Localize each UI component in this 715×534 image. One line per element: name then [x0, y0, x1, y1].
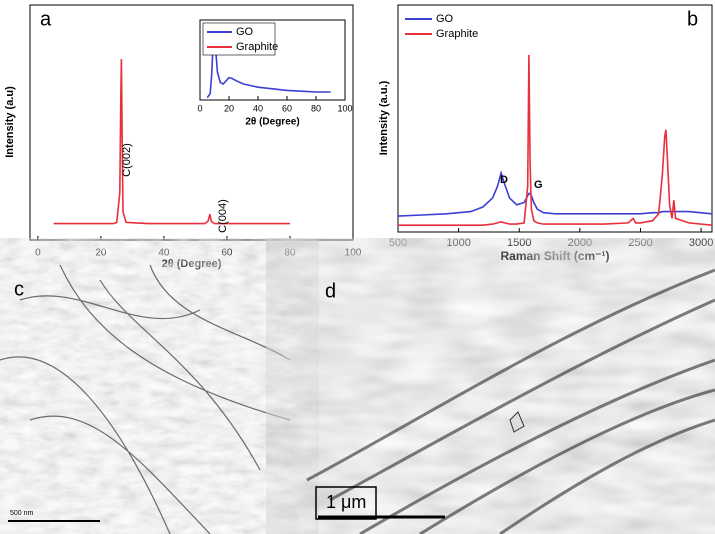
x-axis-label: Raman Shift (cm⁻¹) — [500, 249, 609, 263]
x-axis-label: 2θ (Degree) — [245, 117, 299, 128]
x-tick-label: 20 — [224, 103, 234, 113]
x-tick-label: 0 — [197, 103, 202, 113]
legend-label: Graphite — [236, 41, 278, 53]
panel-label: c — [14, 278, 24, 300]
scale-label: 1 μm — [326, 492, 366, 512]
micrograph-d: 1 μm d — [306, 265, 715, 534]
legend-label: Graphite — [436, 28, 478, 40]
legend-label: GO — [236, 26, 254, 38]
x-tick-label: 500 — [389, 237, 407, 249]
panel-label: d — [325, 280, 336, 302]
panel-label: b — [687, 8, 698, 30]
annotation: C(004) — [217, 199, 229, 233]
panel-label: a — [40, 8, 52, 30]
x-tick-label: 2500 — [628, 237, 652, 249]
legend-label: GO — [436, 13, 454, 25]
folds — [306, 268, 715, 534]
plot-frame — [397, 4, 713, 233]
annotation: C(002) — [121, 143, 133, 177]
x-tick-label: 60 — [221, 248, 233, 259]
scale-label: 500 nm — [10, 510, 34, 517]
x-tick-label: 0 — [35, 248, 41, 259]
y-axis-label: Intensity (a.u.) — [378, 80, 390, 155]
x-tick-label: 3000 — [689, 237, 713, 249]
y-axis-label: Intensity (a.u) — [4, 86, 16, 158]
debris — [509, 411, 525, 433]
fibers — [0, 264, 291, 534]
image — [0, 265, 290, 534]
x-tick-label: 40 — [158, 248, 170, 259]
x-tick-label: 80 — [284, 248, 296, 259]
scale-box — [315, 486, 377, 520]
x-tick-label: 80 — [311, 103, 321, 113]
x-tick-label: 2000 — [568, 237, 592, 249]
line — [53, 58, 290, 225]
annotation: G — [534, 179, 543, 191]
x-tick-label: 60 — [282, 103, 292, 113]
micrograph-c: c 500 nm — [0, 264, 291, 534]
legend-box — [202, 22, 276, 56]
annotation: D — [500, 174, 508, 186]
line — [397, 170, 713, 217]
line — [398, 54, 713, 226]
x-tick-label: 100 — [337, 103, 352, 113]
x-tick-label: 40 — [253, 103, 263, 113]
x-tick-label: 20 — [95, 248, 107, 259]
x-tick-label: 100 — [345, 248, 362, 259]
x-tick-label: 1000 — [446, 237, 470, 249]
x-tick-label: 1500 — [507, 237, 531, 249]
